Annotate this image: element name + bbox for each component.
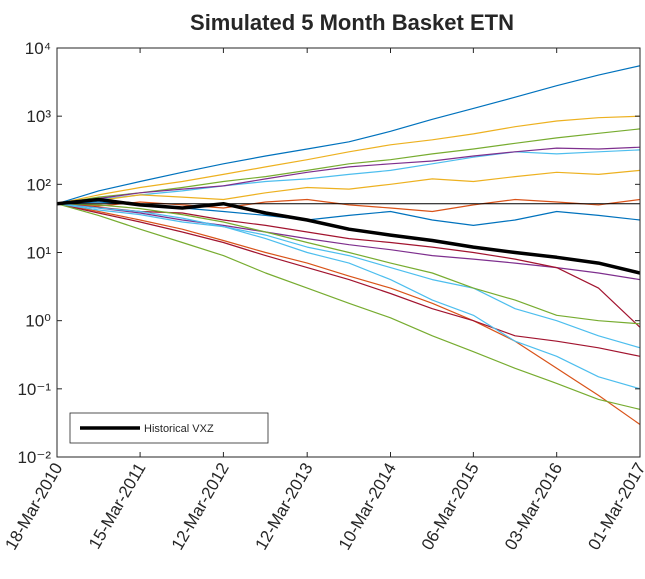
y-tick-label: 10⁴	[25, 39, 51, 58]
series-line	[57, 149, 640, 205]
x-tick-label: 06-Mar-2015	[418, 460, 483, 554]
series-line	[57, 203, 640, 425]
x-tick-label: 10-Mar-2014	[335, 460, 400, 554]
series-line	[57, 203, 640, 328]
y-tick-label: 10⁻¹	[17, 380, 51, 399]
series-line	[57, 203, 640, 410]
series-line	[57, 198, 640, 213]
series-line	[57, 203, 640, 325]
x-tick-label: 12-Mar-2013	[252, 460, 317, 554]
series-line	[57, 169, 640, 205]
series-line	[57, 203, 640, 349]
x-tick-label: 01-Mar-2017	[584, 460, 645, 554]
series-line	[57, 197, 640, 275]
y-tick-label: 10¹	[26, 244, 51, 263]
legend-label: Historical VXZ	[144, 423, 214, 435]
x-tick-label: 03-Mar-2016	[501, 460, 566, 554]
x-tick-label: 15-Mar-2011	[85, 460, 149, 553]
series-line	[57, 115, 640, 205]
series-line	[57, 203, 640, 357]
x-tick-label: 12-Mar-2012	[168, 460, 233, 554]
y-tick-label: 10³	[26, 107, 51, 126]
series-line	[57, 146, 640, 205]
y-tick-label: 10⁻²	[17, 448, 51, 467]
series-line	[57, 203, 640, 390]
chart-title: Simulated 5 Month Basket ETN	[190, 10, 514, 35]
y-tick-label: 10⁰	[25, 312, 51, 331]
y-tick-label: 10²	[26, 175, 51, 194]
series-line	[57, 65, 640, 205]
x-tick-label: 18-Mar-2010	[1, 460, 66, 554]
series-line	[57, 203, 640, 281]
